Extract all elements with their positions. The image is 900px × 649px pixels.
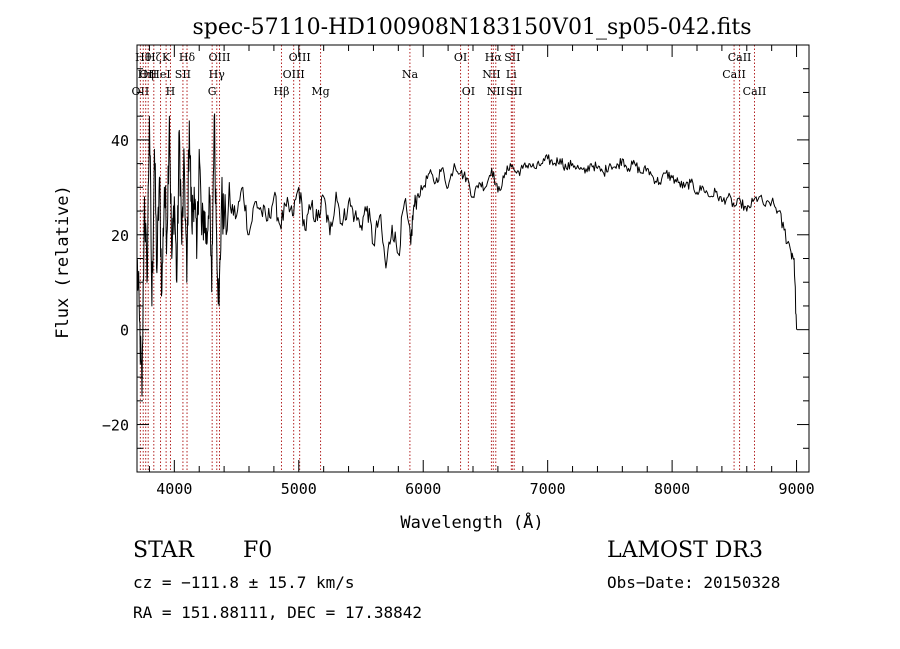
chart-title: spec-57110-HD100908N183150V01_sp05-042.f… [192, 15, 751, 40]
spectral-line-label: OIII [289, 51, 311, 64]
spectral-line-label: K [162, 51, 171, 64]
y-axis: −20 0 20 40 [102, 68, 809, 473]
y-axis-label: Flux (relative) [53, 185, 73, 339]
spectral-line-label: NII [482, 68, 500, 81]
redshift-cz: cz = −111.8 ± 15.7 km/s [133, 573, 355, 592]
spectral-line-label: Li [506, 68, 517, 81]
y-tick-label: 40 [111, 132, 129, 150]
spectral-line-label: Na [402, 68, 419, 81]
x-tick-label: 9000 [778, 480, 814, 498]
spectral-line-label: Hγ [209, 68, 226, 81]
object-subclass: F0 [243, 538, 273, 563]
spectral-line-label: OII [139, 68, 157, 81]
spectral-line-label: Hα [485, 51, 503, 64]
spectral-line-label: Mg [311, 85, 329, 98]
spectral-line-label: OI [454, 51, 467, 64]
x-tick-label: 8000 [654, 480, 690, 498]
spectral-line-label: Hβ [274, 85, 290, 98]
x-tick-label: 4000 [156, 480, 192, 498]
y-tick-label: 20 [111, 227, 129, 245]
spectral-line-label: SII [506, 85, 522, 98]
ra-dec-coordinates: RA = 151.88111, DEC = 17.38842 [133, 603, 422, 622]
spectral-line-label: CaII [728, 51, 752, 64]
survey-name: LAMOST DR3 [607, 538, 763, 563]
spectral-line-label: Hζ [146, 51, 162, 64]
spectral-line-label: OIII [208, 51, 230, 64]
x-axis: 4000 5000 6000 7000 8000 9000 [148, 45, 815, 498]
spectral-line-label: Hη [138, 68, 154, 81]
observation-date: Obs−Date: 20150328 [607, 573, 781, 592]
spectral-line-label: OIII [283, 68, 305, 81]
spectral-line-label: H [166, 85, 176, 98]
plot-frame [136, 44, 810, 473]
spectral-line-label: NII [487, 85, 505, 98]
spectral-line-label: HeI [150, 68, 170, 81]
spectral-line-label: OI [462, 85, 475, 98]
x-tick-label: 5000 [281, 480, 317, 498]
x-tick-label: 7000 [530, 480, 566, 498]
spectral-line-label: SII [175, 68, 191, 81]
spectral-line-label: OII [132, 85, 150, 98]
y-tick-label: 0 [120, 322, 129, 340]
spectral-line-label: Hθ [135, 51, 152, 64]
y-tick-label: −20 [102, 417, 129, 435]
object-type: STAR [133, 538, 194, 563]
spectral-line-label: SII [504, 51, 520, 64]
spectrum-line [136, 113, 798, 397]
spectral-line-label: Hδ [179, 51, 196, 64]
x-axis-label: Wavelength (Å) [400, 511, 543, 533]
spectral-line-label: G [208, 85, 217, 98]
spectrum-series [136, 113, 798, 397]
spectral-line-label: CaII [722, 68, 746, 81]
x-tick-label: 6000 [405, 480, 441, 498]
spectral-line-label: CaII [743, 85, 767, 98]
